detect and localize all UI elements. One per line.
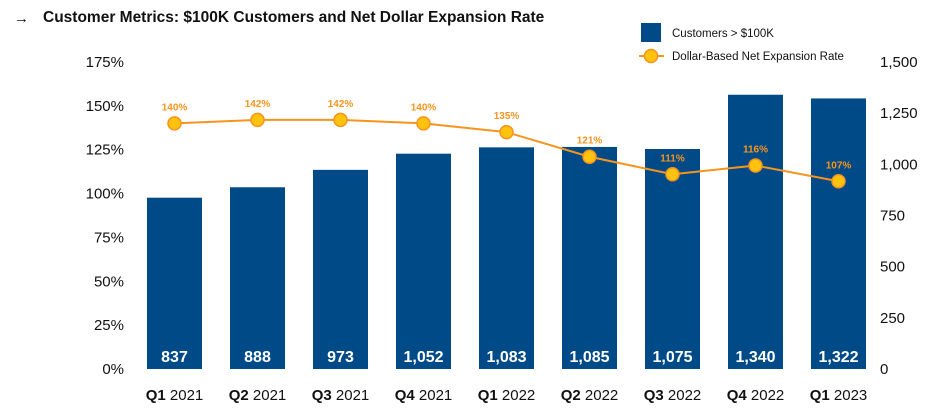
- left-axis-tick-label: 25%: [94, 317, 124, 334]
- line-data-label: 142%: [245, 99, 271, 110]
- line-point: [416, 116, 431, 131]
- bar-data-label: 1,075: [652, 349, 692, 366]
- category-year: 2021: [249, 387, 287, 404]
- category-quarter: Q1: [810, 387, 830, 404]
- line-series: [167, 112, 846, 189]
- category-quarter: Q2: [561, 387, 581, 404]
- bar: [147, 197, 202, 369]
- bar-series: [147, 94, 866, 369]
- category-year: 2023: [830, 387, 868, 404]
- bar-data-label: 1,083: [486, 349, 526, 366]
- category-year: 2021: [166, 387, 204, 404]
- right-axis-tick-label: 1,250: [880, 105, 918, 122]
- left-axis-tick-label: 175%: [86, 54, 124, 71]
- legend-bar-label: Customers > $100K: [672, 28, 774, 40]
- line-point: [250, 112, 265, 128]
- chart-header: → Customer Metrics: $100K Customers and …: [14, 9, 544, 27]
- legend-line-label: Dollar-Based Net Expansion Rate: [672, 51, 844, 63]
- left-axis-tick-label: 0%: [102, 361, 124, 378]
- line-data-label: 140%: [411, 102, 437, 113]
- left-axis-tick-label: 125%: [86, 142, 124, 159]
- category-label: Q2 2021: [229, 387, 287, 404]
- right-axis-tick-label: 1,000: [880, 156, 918, 173]
- bar-data-label: 1,340: [735, 349, 775, 366]
- category-label: Q3 2021: [312, 387, 370, 404]
- left-axis-tick-label: 75%: [94, 229, 124, 246]
- right-axis-tick-label: 500: [880, 259, 905, 276]
- bar-data-label: 1,322: [818, 349, 858, 366]
- line-data-label: 116%: [743, 145, 768, 156]
- line-data-label: 121%: [577, 136, 603, 147]
- legend-bar-swatch: [641, 23, 661, 42]
- category-quarter: Q1: [146, 387, 166, 404]
- category-label: Q1 2021: [146, 387, 204, 404]
- category-label: Q4 2022: [727, 387, 785, 404]
- bar: [811, 98, 866, 369]
- left-axis-tick-label: 150%: [86, 98, 124, 115]
- category-label: Q3 2022: [644, 387, 702, 404]
- left-axis-tick-label: 100%: [86, 186, 124, 203]
- category-year: 2022: [747, 387, 785, 404]
- left-axis: 0% 25% 50% 75% 100% 125% 150% 175%: [86, 54, 124, 378]
- line-labels: 140% 142% 142% 140% 135% 121% 111% 116% 107%: [162, 99, 852, 171]
- category-quarter: Q3: [312, 387, 332, 404]
- category-label: Q1 2023: [810, 387, 868, 404]
- bar-data-label: 1,052: [403, 349, 443, 366]
- right-axis: 0 250 500 750 1,000 1,250 1,500: [880, 54, 918, 378]
- legend: Customers > $100K Dollar-Based Net Expans…: [639, 23, 844, 64]
- line-data-label: 107%: [826, 160, 852, 171]
- bar: [645, 148, 700, 369]
- bar: [562, 146, 617, 369]
- right-axis-tick-label: 0: [880, 361, 888, 378]
- line-data-label: 140%: [162, 102, 188, 113]
- bar-data-label: 888: [244, 349, 271, 366]
- category-year: 2022: [664, 387, 702, 404]
- bar: [230, 187, 285, 369]
- category-axis: Q1 2021 Q2 2021 Q3 2021 Q4 2021 Q1 2022 Q2 20…: [146, 387, 868, 404]
- bar-labels: 837 888 973 1,052 1,083 1,085 1,075 1,340 1,322: [161, 349, 858, 366]
- category-quarter: Q4: [395, 387, 416, 404]
- category-quarter: Q2: [229, 387, 249, 404]
- line-data-label: 142%: [328, 99, 354, 110]
- bar: [479, 147, 534, 369]
- line-point: [167, 116, 182, 131]
- legend-line-marker: [643, 48, 659, 64]
- line-point: [748, 158, 763, 173]
- line-point: [582, 149, 597, 164]
- chart-title: Customer Metrics: $100K Customers and Ne…: [43, 9, 545, 26]
- bar: [313, 169, 368, 369]
- bar: [728, 94, 783, 369]
- category-year: 2021: [415, 387, 453, 404]
- right-axis-tick-label: 750: [880, 208, 905, 225]
- category-year: 2022: [581, 387, 619, 404]
- bar: [396, 153, 451, 369]
- category-label: Q4 2021: [395, 387, 453, 404]
- line-point: [665, 167, 680, 182]
- bar-data-label: 1,085: [569, 349, 609, 366]
- line-data-label: 111%: [660, 153, 685, 164]
- line-point: [831, 174, 846, 189]
- line-data-label: 135%: [494, 111, 520, 122]
- line-point: [499, 124, 514, 140]
- right-axis-tick-label: 250: [880, 310, 905, 327]
- category-year: 2022: [498, 387, 536, 404]
- bar-data-label: 837: [161, 349, 188, 366]
- category-quarter: Q3: [644, 387, 664, 404]
- category-quarter: Q1: [478, 387, 498, 404]
- arrow-icon: →: [14, 9, 29, 27]
- category-quarter: Q4: [727, 387, 748, 404]
- category-label: Q2 2022: [561, 387, 619, 404]
- left-axis-tick-label: 50%: [94, 273, 124, 290]
- bar-data-label: 973: [327, 349, 354, 366]
- right-axis-tick-label: 1,500: [880, 54, 918, 71]
- category-label: Q1 2022: [478, 387, 536, 404]
- category-year: 2021: [332, 387, 370, 404]
- line-point: [333, 112, 348, 128]
